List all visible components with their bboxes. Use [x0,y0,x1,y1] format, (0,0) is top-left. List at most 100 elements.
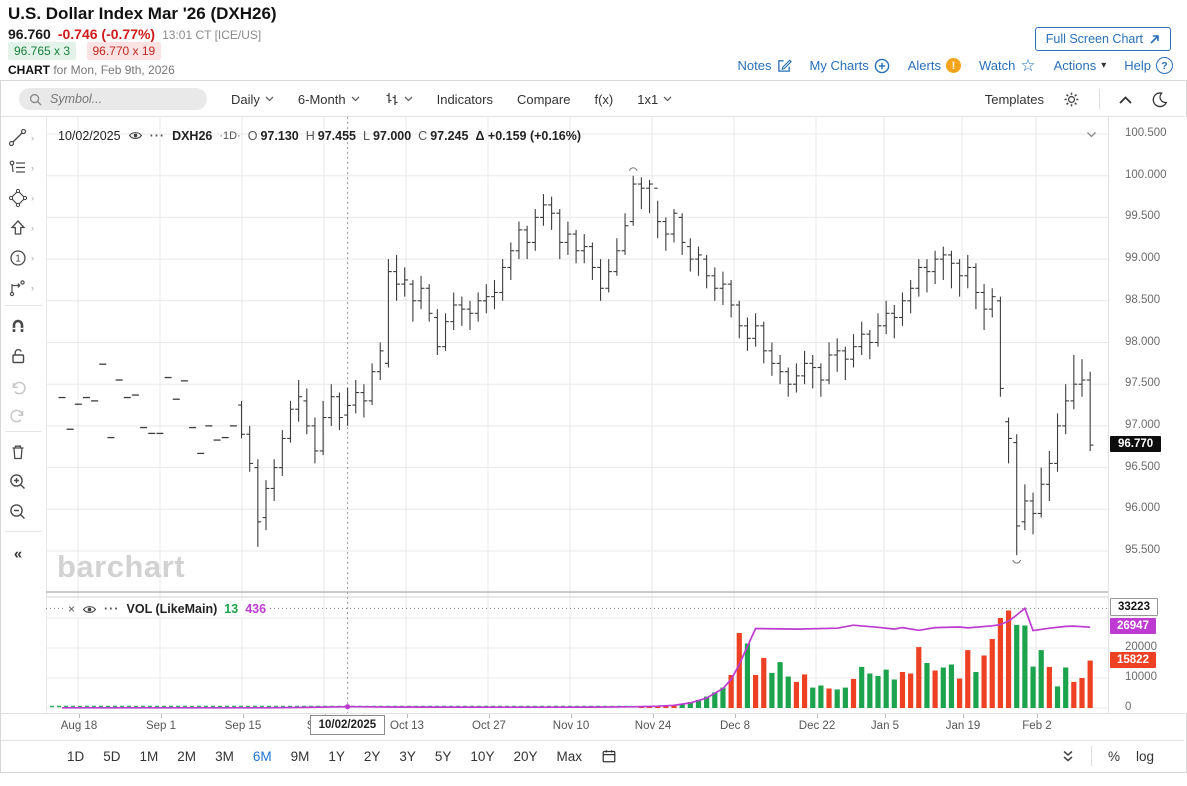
percent-scale-toggle[interactable]: % [1107,748,1120,764]
ohlc-bar [1078,359,1086,397]
layout-dropdown[interactable]: 1x1 [637,92,672,107]
eye-visibility-icon[interactable] [128,130,143,141]
tool-chevron-icon[interactable]: › [31,283,34,293]
volume-bar [1014,624,1020,708]
range-button-3m[interactable]: 3M [215,748,234,764]
fx-button[interactable]: f(x) [594,91,614,107]
ask-badge: 96.770 x 19 [86,42,162,60]
actions-link[interactable]: Actions ▾ [1053,58,1107,73]
full-screen-label: Full Screen Chart [1045,32,1143,46]
range-button-5y[interactable]: 5Y [434,748,452,764]
volume-bar [736,632,742,708]
ohlc-bar [874,313,882,347]
remove-study-icon[interactable]: × [68,602,76,616]
date-tick-mark [963,714,964,718]
ohlc-bar [580,234,588,264]
date-tick-label: Sep 15 [224,720,262,732]
symbol-search[interactable] [19,88,207,110]
ohlc-bar [531,209,539,251]
alerts-link[interactable]: Alerts ! [908,58,961,73]
tool-chevron-icon[interactable]: › [31,253,34,263]
tool-chevron-icon[interactable]: › [31,223,34,233]
chart-type-dropdown[interactable] [384,91,413,107]
help-link[interactable]: Help ? [1124,57,1173,74]
tool-redo[interactable] [7,403,43,429]
tool-zoom-in[interactable] [7,469,43,495]
tool-measure[interactable]: › [7,275,43,301]
gear-icon[interactable] [1062,90,1081,109]
volume-bar [1079,677,1085,708]
range-button-6m[interactable]: 6M [252,748,272,764]
full-screen-chart-button[interactable]: Full Screen Chart [1034,27,1171,51]
sidebar-divider [5,431,42,432]
date-tick-mark [243,714,244,718]
price-volume-chart[interactable] [46,117,1108,713]
tool-number-note[interactable]: 1 › [7,245,43,271]
tool-shapes[interactable]: › [7,185,43,211]
tool-trend-line[interactable]: › [7,125,43,151]
magnet-icon [12,319,24,332]
legend-menu-icon[interactable]: ··· [104,602,120,616]
ohlc-bar [401,267,409,297]
tool-chevron-icon[interactable]: › [31,133,34,143]
tool-magnet[interactable] [7,313,43,339]
my-charts-link[interactable]: My Charts [810,58,890,74]
range-button-20y[interactable]: 20Y [513,748,538,764]
volume-bar [965,650,971,708]
ohlc-bar [841,346,849,381]
notes-link[interactable]: Notes [738,58,792,73]
more-ranges-icon[interactable] [1061,750,1075,763]
range-button-max[interactable]: Max [556,748,582,764]
range-button-1d[interactable]: 1D [67,748,85,764]
log-scale-toggle[interactable]: log [1135,748,1154,764]
tool-fib-tools[interactable]: › [7,155,43,181]
ohlc-bar [360,384,368,418]
tool-chevron-icon[interactable]: › [31,163,34,173]
symbol-search-input[interactable] [48,91,172,107]
range-button-2m[interactable]: 2M [177,748,197,764]
tool-trash[interactable] [7,439,43,465]
templates-button[interactable]: Templates [984,91,1044,107]
volume-avg-value: 436 [245,602,267,616]
tool-zoom-out[interactable] [7,499,43,525]
tool-collapse[interactable]: « [7,541,43,567]
arrow-mark-icon [10,220,26,235]
tool-lock-open[interactable] [7,343,43,369]
ohlc-bar [768,342,776,376]
collapse-toolbar-icon[interactable] [1118,94,1133,105]
volume-bar [810,687,816,708]
range-button-2y[interactable]: 2Y [363,748,381,764]
pane-collapse-icon[interactable] [1086,131,1097,139]
tool-arrow-mark[interactable]: › [7,215,43,241]
ohlc-bar [368,363,376,406]
ohlc-bar [466,300,474,330]
range-button-1y[interactable]: 1Y [328,748,345,764]
ohlc-bar [899,292,906,326]
range-button-5d[interactable]: 5D [103,748,121,764]
eye-visibility-icon[interactable] [82,604,97,615]
range-button-9m[interactable]: 9M [290,748,310,764]
tool-chevron-icon[interactable]: › [31,193,34,203]
volume-bar [1063,667,1069,708]
ohlc-bar [393,254,400,301]
range-dropdown[interactable]: 6-Month [298,92,360,107]
range-button-10y[interactable]: 10Y [470,748,495,764]
dark-mode-moon-icon[interactable] [1151,91,1168,108]
sidebar-divider [5,305,42,306]
legend-menu-icon[interactable]: ··· [149,128,166,143]
alert-badge-icon: ! [945,58,961,73]
chart-date: for Mon, Feb 9th, 2026 [53,63,175,77]
range-button-1m[interactable]: 1M [139,748,159,764]
indicators-button[interactable]: Indicators [436,91,493,107]
tool-undo[interactable] [7,375,43,401]
watch-link[interactable]: Watch ☆ [978,55,1036,75]
price-axis[interactable]: 100.500 100.000 99.500 99.000 98.500 98.000 97… [1108,117,1187,713]
undo-icon [12,381,26,395]
compare-button[interactable]: Compare [516,91,571,107]
ohlc-bar [1037,467,1045,518]
period-dropdown[interactable]: Daily [231,92,274,107]
ohlc-bar [352,380,360,414]
range-button-3y[interactable]: 3Y [399,748,416,764]
calendar-icon[interactable] [601,748,617,764]
